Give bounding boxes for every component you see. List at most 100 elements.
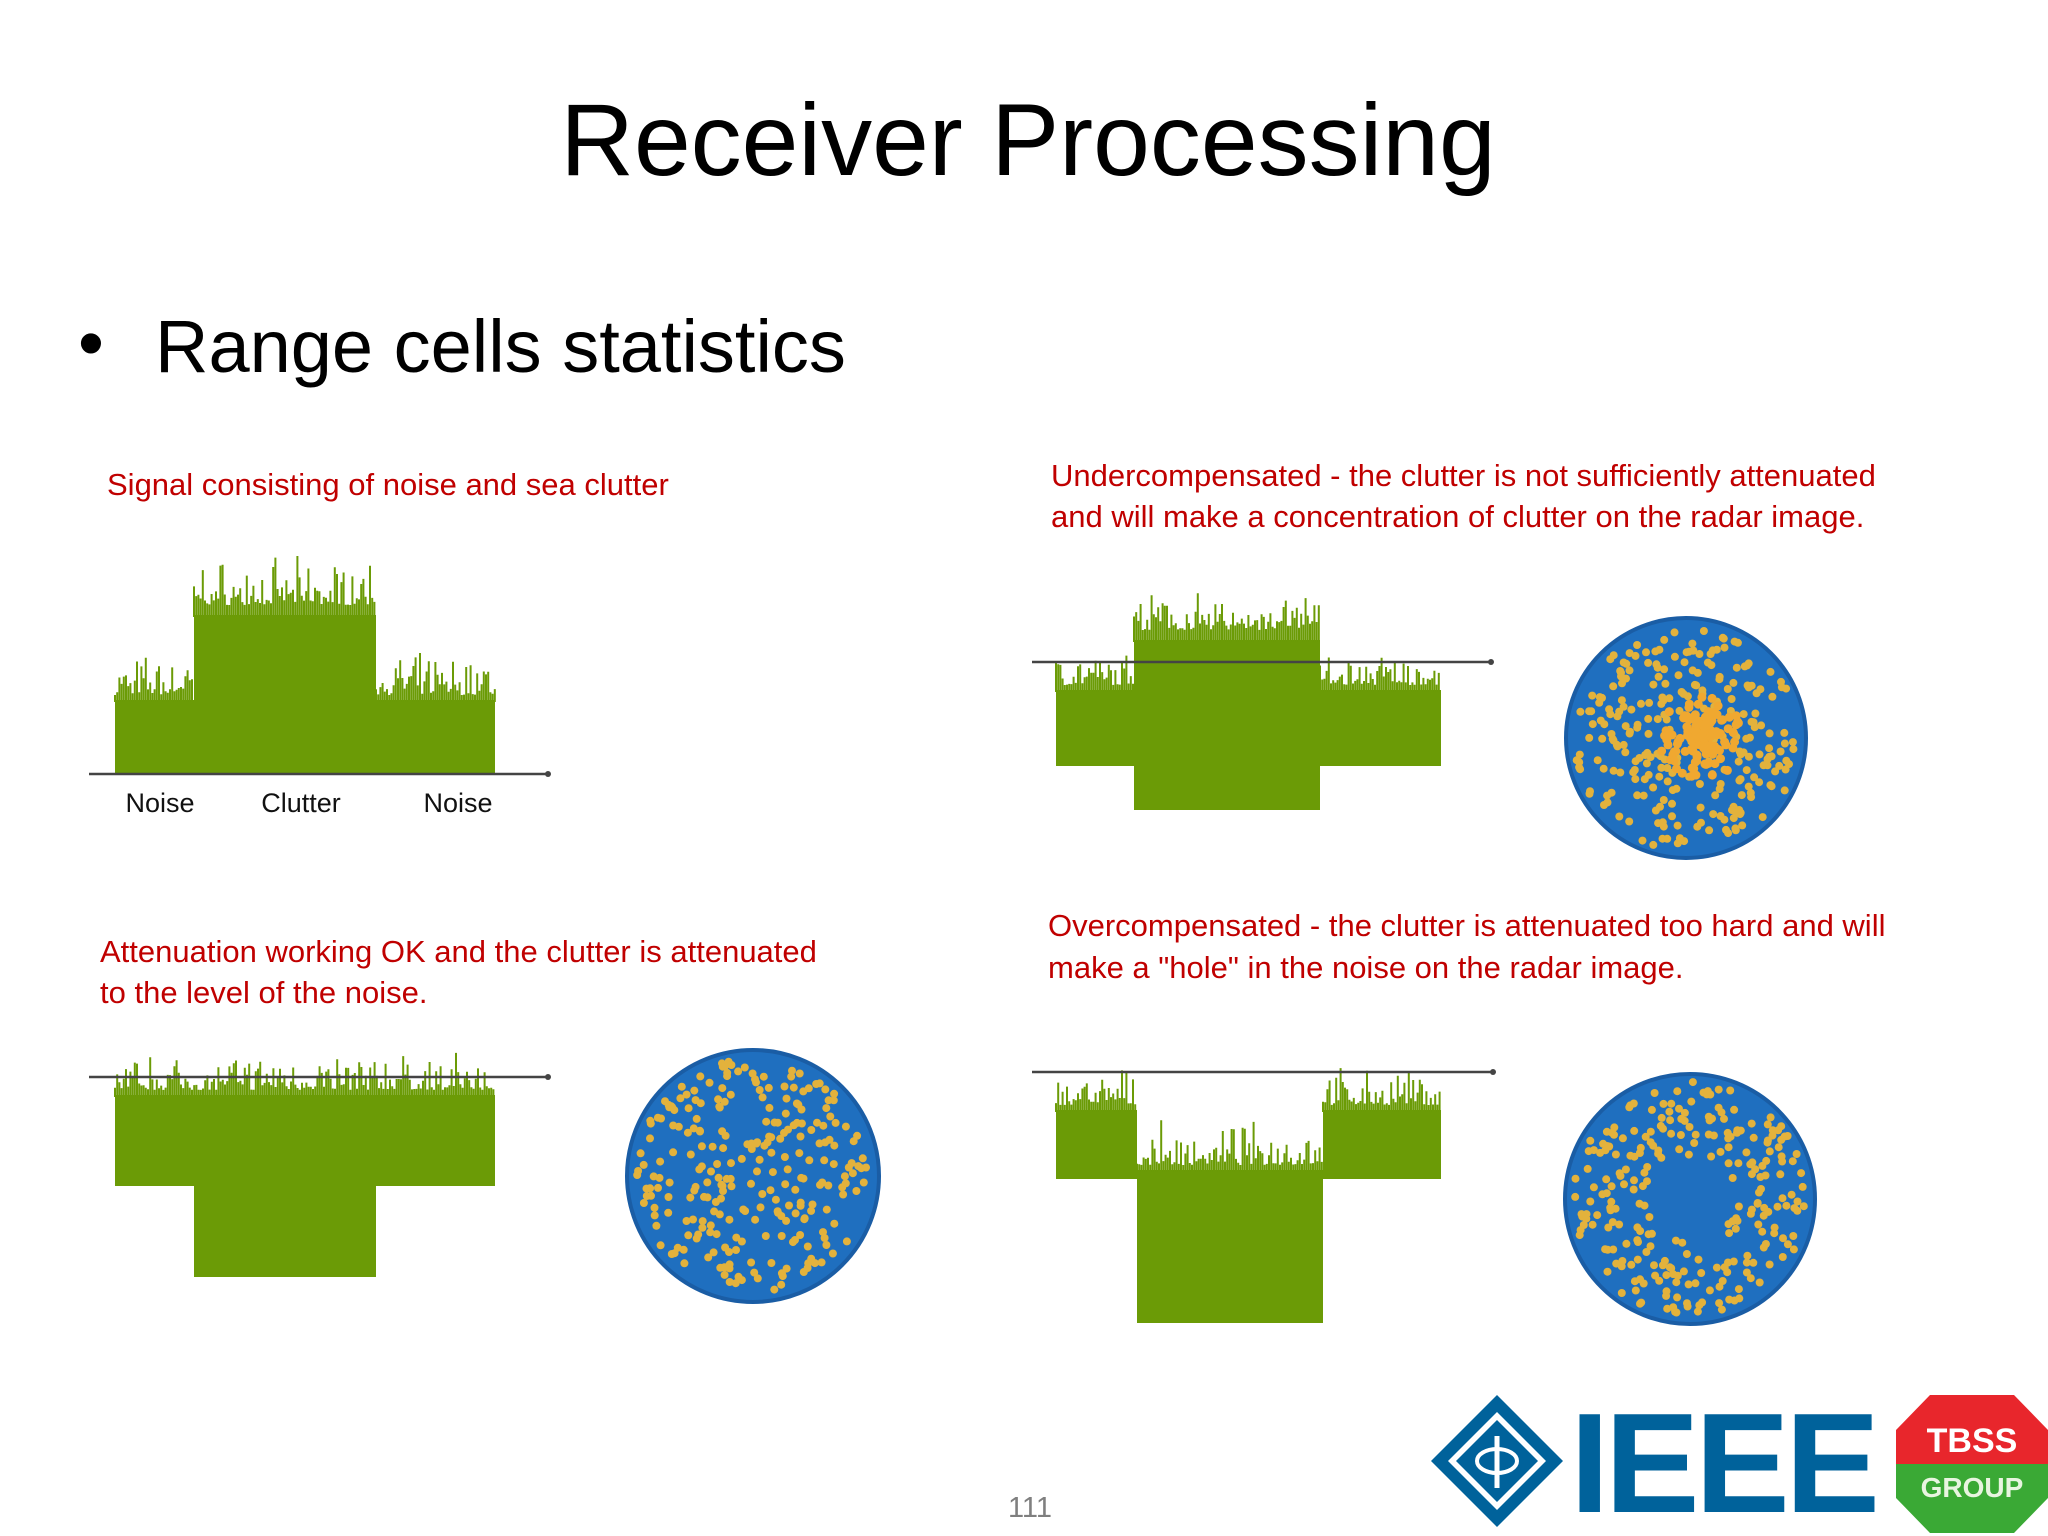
radar-echo bbox=[1670, 628, 1679, 637]
radar-echo bbox=[822, 1205, 831, 1214]
radar-echo bbox=[800, 1215, 809, 1224]
radar-echo bbox=[1692, 756, 1702, 766]
radar-echo bbox=[1746, 1209, 1755, 1218]
radar-echo bbox=[1688, 639, 1697, 648]
radar-echo bbox=[1758, 1227, 1767, 1236]
radar-echo bbox=[1704, 1130, 1713, 1139]
radar-echo bbox=[1725, 1295, 1734, 1304]
radar-echo bbox=[1633, 641, 1642, 649]
radar-echo bbox=[1615, 1220, 1624, 1229]
radar-echo bbox=[1651, 1271, 1660, 1280]
radar-echo bbox=[692, 1234, 701, 1243]
radar-echo bbox=[1711, 791, 1720, 800]
radar-echo bbox=[1576, 765, 1585, 774]
radar-echo bbox=[1631, 1286, 1640, 1295]
signal-block bbox=[1134, 640, 1320, 810]
radar-echo bbox=[1649, 1141, 1658, 1150]
radar-echo bbox=[1768, 1131, 1777, 1140]
radar-echo bbox=[1726, 1086, 1735, 1095]
radar-echo bbox=[1675, 1104, 1683, 1113]
radar-echo bbox=[1609, 682, 1618, 691]
radar-echo bbox=[696, 1099, 705, 1108]
radar-echo bbox=[1673, 1293, 1682, 1302]
radar-echo bbox=[765, 1132, 774, 1141]
radar-echo bbox=[822, 1104, 831, 1113]
radar-echo bbox=[1616, 768, 1625, 777]
radar-echo bbox=[1598, 734, 1607, 743]
radar-echo bbox=[755, 1155, 764, 1164]
radar-echo bbox=[820, 1156, 829, 1165]
radar-echo bbox=[1723, 1268, 1732, 1277]
radar-echo bbox=[791, 1185, 800, 1194]
radar-echo bbox=[1734, 1159, 1743, 1168]
radar-echo bbox=[1742, 1148, 1751, 1157]
radar-echo bbox=[654, 1183, 662, 1192]
radar-echo bbox=[777, 1280, 786, 1289]
radar-echo bbox=[1731, 824, 1740, 833]
radar-echo bbox=[1690, 1139, 1699, 1147]
radar-echo bbox=[796, 1198, 805, 1207]
radar-echo bbox=[1777, 1122, 1786, 1131]
radar-echo bbox=[731, 1279, 740, 1288]
radar-echo bbox=[646, 1134, 654, 1143]
radar-echo bbox=[1684, 1280, 1693, 1289]
radar-echo bbox=[1607, 1182, 1616, 1191]
radar-echo bbox=[1631, 775, 1640, 784]
radar-echo bbox=[1646, 1242, 1655, 1251]
radar-echo bbox=[657, 1114, 665, 1123]
radar-echo bbox=[1666, 1116, 1675, 1125]
radar-echo bbox=[1571, 1192, 1580, 1201]
radar-echo bbox=[1707, 770, 1717, 780]
radar-echo bbox=[1633, 723, 1642, 732]
radar-echo bbox=[1787, 1190, 1796, 1199]
signal-spikes bbox=[1136, 1120, 1323, 1172]
radar-echo bbox=[1639, 1279, 1648, 1288]
radar-echo bbox=[1749, 1133, 1758, 1142]
radar-echo bbox=[718, 1062, 727, 1071]
radar-echo bbox=[727, 1182, 736, 1191]
radar-echo bbox=[710, 1207, 719, 1216]
radar-echo bbox=[1699, 743, 1709, 753]
radar-echo bbox=[684, 1104, 693, 1113]
radar-echo bbox=[1663, 834, 1672, 843]
radar-echo bbox=[1606, 1203, 1615, 1212]
radar-echo bbox=[1643, 748, 1652, 757]
radar-echo bbox=[1754, 1220, 1763, 1229]
radar-echo bbox=[1697, 818, 1705, 827]
radar-echo bbox=[697, 1142, 706, 1151]
radar-echo bbox=[707, 1167, 715, 1176]
radar-echo bbox=[1693, 1307, 1702, 1316]
radar-echo bbox=[714, 1173, 723, 1182]
radar-echo bbox=[1707, 1152, 1716, 1161]
radar-echo bbox=[1720, 815, 1729, 824]
radar-echo bbox=[824, 1096, 833, 1105]
radar-echo bbox=[1712, 1263, 1721, 1272]
radar-echo bbox=[1612, 1259, 1621, 1268]
radar-echo bbox=[816, 1180, 824, 1189]
radar-echo bbox=[1672, 764, 1681, 774]
radar-echo bbox=[785, 1201, 793, 1210]
radar-echo bbox=[650, 1203, 659, 1212]
radar-echo bbox=[1622, 659, 1631, 668]
radar-echo bbox=[726, 1090, 735, 1099]
radar-echo bbox=[1642, 1248, 1651, 1256]
radar-echo bbox=[1793, 1197, 1802, 1206]
radar-echo bbox=[1683, 692, 1692, 701]
radar-echo bbox=[1679, 1267, 1688, 1276]
radar-echo bbox=[1657, 1153, 1666, 1162]
radar-echo bbox=[1703, 658, 1712, 667]
radar-echo bbox=[1600, 801, 1608, 809]
radar-echo bbox=[751, 1215, 760, 1224]
radar-echo bbox=[1759, 761, 1768, 770]
radar-echo bbox=[717, 1180, 726, 1189]
radar-echo bbox=[1776, 747, 1785, 756]
radar-echo bbox=[646, 1119, 655, 1128]
radar-echo bbox=[795, 1069, 804, 1078]
radar-echo bbox=[1703, 1087, 1712, 1096]
radar-echo bbox=[1662, 1271, 1671, 1280]
radar-echo bbox=[1673, 1087, 1682, 1096]
radar-echo bbox=[1744, 752, 1753, 761]
radar-echo bbox=[1667, 1264, 1676, 1273]
radar-echo bbox=[853, 1131, 862, 1140]
radar-echo bbox=[686, 1193, 695, 1202]
